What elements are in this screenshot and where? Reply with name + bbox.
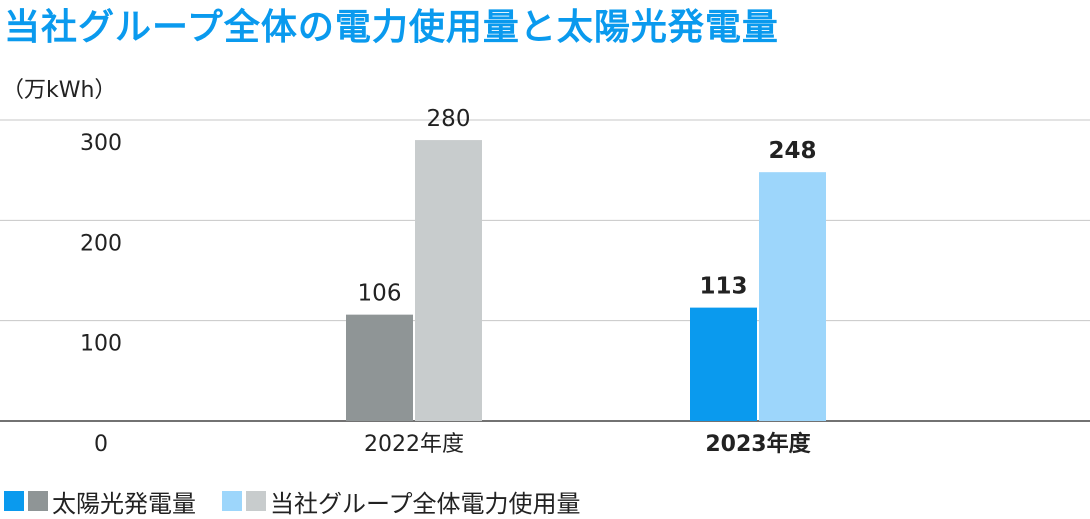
- bar-usage-2023: [759, 172, 826, 421]
- y-tick-label-300: 300: [80, 131, 122, 156]
- bar-chart: 0 100 200 300 106 280 2022年度 113 248 2023年度: [0, 106, 1090, 457]
- legend-swatch-solar-2022: [28, 491, 48, 511]
- x-tick-label-2023: 2023年度: [705, 431, 811, 457]
- legend-label-usage: 当社グループ全体電力使用量: [270, 489, 581, 518]
- y-tick-label-200: 200: [80, 231, 122, 256]
- y-axis-unit-label: （万kWh）: [2, 78, 117, 103]
- legend-item-usage: 当社グループ全体電力使用量: [222, 484, 607, 519]
- legend-label-solar: 太陽光発電量: [52, 489, 196, 518]
- legend-swatch-solar-2023: [4, 491, 24, 511]
- x-tick-label-2022: 2022年度: [364, 432, 464, 457]
- y-tick-label-0: 0: [94, 432, 108, 457]
- bar-usage-2022: [415, 140, 482, 422]
- legend-swatch-usage-2023: [222, 491, 242, 511]
- y-tick-label-100: 100: [80, 332, 122, 357]
- data-label-solar-2022: 106: [358, 281, 402, 307]
- chart-title: 当社グループ全体の電力使用量と太陽光発電量: [4, 7, 779, 48]
- data-label-usage-2023: 248: [768, 138, 816, 164]
- bar-solar-2022: [346, 314, 413, 421]
- legend: 太陽光発電量 当社グループ全体電力使用量: [4, 484, 607, 518]
- data-label-solar-2023: 113: [699, 274, 747, 300]
- data-label-usage-2022: 280: [427, 106, 471, 132]
- legend-swatch-usage-2022: [246, 491, 266, 511]
- legend-item-solar: 太陽光発電量: [4, 484, 222, 519]
- bar-solar-2023: [690, 307, 757, 421]
